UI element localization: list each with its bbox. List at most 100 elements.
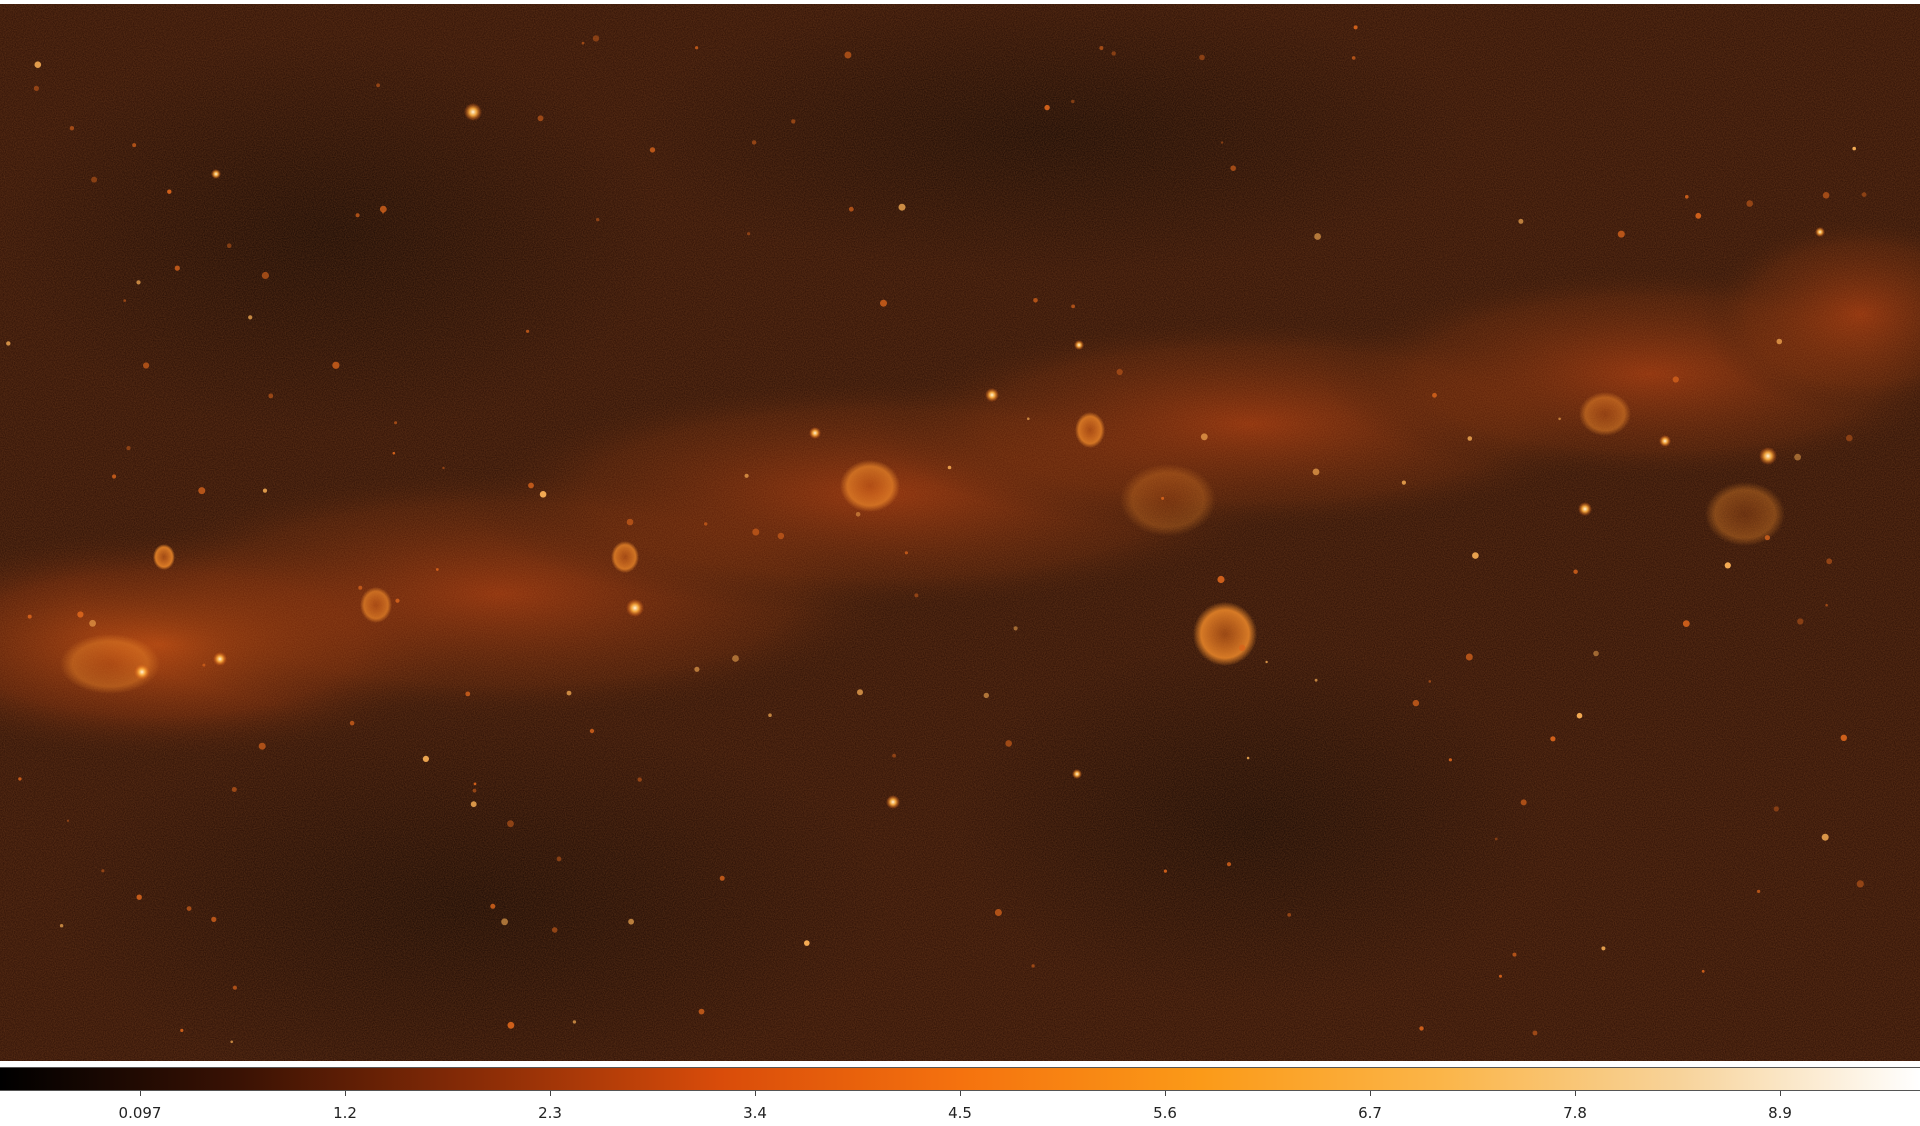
faint-point-source xyxy=(566,690,572,696)
colorbar-tick-label: 4.5 xyxy=(948,1104,972,1122)
colorbar-tick-label: 0.097 xyxy=(118,1104,162,1122)
faint-point-source xyxy=(1861,192,1867,198)
faint-point-source xyxy=(472,788,477,793)
radio-sky-image xyxy=(0,4,1920,1061)
bright-point-source xyxy=(464,103,482,121)
faint-point-source xyxy=(262,488,268,493)
faint-point-source xyxy=(1757,889,1761,894)
faint-point-source xyxy=(112,474,117,479)
bright-point-source xyxy=(134,664,150,680)
faint-point-source xyxy=(1840,734,1848,741)
faint-point-source xyxy=(1419,1026,1424,1031)
colorbar-tick-mark xyxy=(1575,1091,1576,1096)
faint-point-source xyxy=(791,119,796,124)
faint-point-source xyxy=(1701,969,1705,973)
faint-point-source xyxy=(1558,417,1561,421)
faint-point-source xyxy=(637,777,642,782)
faint-point-source xyxy=(1217,575,1225,584)
faint-point-source xyxy=(526,329,530,333)
colorbar-tick-mark xyxy=(140,1091,141,1096)
faint-point-source xyxy=(596,217,600,222)
faint-point-source xyxy=(1573,569,1578,574)
faint-point-source xyxy=(1111,51,1116,56)
faint-point-source xyxy=(1161,496,1165,500)
faint-point-source xyxy=(994,909,1002,916)
faint-point-source xyxy=(1472,552,1479,559)
bright-point-source xyxy=(626,599,644,617)
faint-point-source xyxy=(473,782,477,786)
faint-point-source xyxy=(490,903,496,909)
colorbar-ticks: 0.097 1.2 2.3 3.4 4.5 5.6 6.7 7.8 8.9 xyxy=(0,1091,1920,1125)
faint-point-source xyxy=(258,742,266,750)
faint-point-source xyxy=(751,140,757,145)
faint-point-source xyxy=(777,532,785,540)
bright-point-source xyxy=(1578,502,1592,516)
faint-point-source xyxy=(268,393,274,399)
faint-point-source xyxy=(528,482,534,489)
faint-point-source xyxy=(626,518,634,526)
faint-point-source xyxy=(649,147,656,153)
faint-point-source xyxy=(1856,880,1864,888)
faint-point-source xyxy=(628,918,634,925)
faint-point-source xyxy=(132,143,137,148)
faint-point-source xyxy=(1518,218,1524,224)
faint-point-source xyxy=(1617,230,1625,238)
faint-point-source xyxy=(101,869,105,873)
shell-remnant xyxy=(1579,392,1631,436)
faint-point-source xyxy=(69,126,75,131)
shell-features xyxy=(60,392,1785,694)
colorbar-tick-mark xyxy=(550,1091,551,1096)
faint-point-source xyxy=(1116,368,1123,376)
shell-remnant xyxy=(153,544,175,570)
colorbar-tick-mark xyxy=(1780,1091,1781,1096)
faint-point-source xyxy=(442,466,445,470)
bright-point-source xyxy=(1659,435,1671,447)
faint-point-source xyxy=(1797,618,1804,625)
faint-point-source xyxy=(1822,192,1830,199)
faint-point-source xyxy=(123,299,126,302)
faint-point-source xyxy=(694,666,700,672)
faint-point-source xyxy=(752,528,760,536)
faint-point-source xyxy=(33,85,40,91)
faint-point-source xyxy=(1846,434,1853,442)
bright-point-source xyxy=(886,795,900,809)
faint-point-source xyxy=(180,1028,184,1032)
faint-point-source xyxy=(589,728,595,734)
faint-point-source xyxy=(1265,660,1268,664)
faint-point-source xyxy=(1238,644,1246,651)
faint-point-source xyxy=(747,232,751,236)
faint-point-source xyxy=(804,940,810,946)
faint-point-source xyxy=(358,585,363,590)
faint-point-source xyxy=(1220,141,1224,144)
faint-point-source xyxy=(186,906,192,911)
faint-point-source xyxy=(248,315,253,320)
faint-point-source xyxy=(551,927,558,933)
faint-point-source xyxy=(1685,195,1689,199)
faint-point-source xyxy=(857,689,863,696)
faint-point-source xyxy=(844,51,852,59)
faint-point-source xyxy=(1353,25,1358,30)
faint-point-source xyxy=(202,663,206,667)
colorbar-tick-mark xyxy=(960,1091,961,1096)
faint-point-source xyxy=(126,446,131,451)
faint-point-source xyxy=(695,46,699,50)
faint-point-source xyxy=(1601,946,1606,951)
faint-point-source xyxy=(1773,806,1779,812)
faint-point-source xyxy=(332,361,340,369)
faint-point-source xyxy=(581,41,585,45)
point-sources xyxy=(6,25,1867,1044)
colorbar-tick-label: 6.7 xyxy=(1358,1104,1382,1122)
bright-point-source xyxy=(1072,769,1082,779)
noise-texture xyxy=(0,4,1920,1061)
bright-point-source xyxy=(1074,340,1084,350)
faint-point-source xyxy=(230,1040,233,1044)
faint-point-source xyxy=(77,611,84,618)
shell-remnant xyxy=(1075,412,1105,448)
faint-point-source xyxy=(1593,650,1599,657)
faint-point-source xyxy=(592,35,600,42)
faint-point-source xyxy=(572,1020,577,1024)
faint-point-source xyxy=(1682,620,1690,627)
faint-point-source xyxy=(1448,758,1452,762)
faint-point-source xyxy=(1401,480,1406,485)
